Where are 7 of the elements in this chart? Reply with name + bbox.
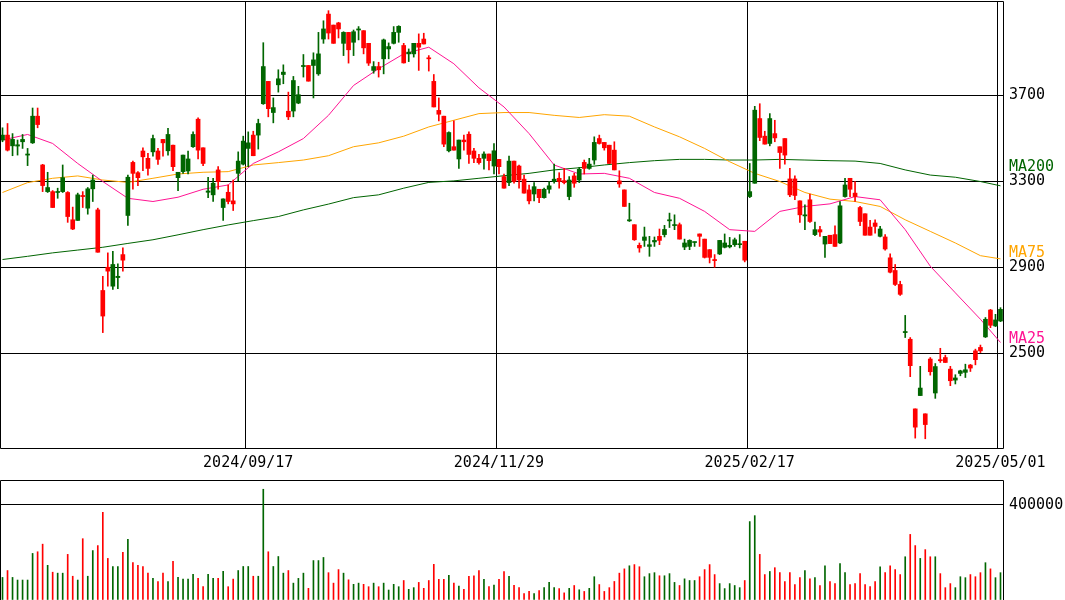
candlestick xyxy=(827,234,833,244)
x-tick-label: 2024/09/17 xyxy=(203,452,294,471)
x-tick-label: 2025/02/17 xyxy=(704,452,795,471)
y-tick-label: 3700 xyxy=(1009,85,1046,104)
x-tick-label: 2025/05/01 xyxy=(955,452,1046,471)
y-tick-label: 400000 xyxy=(1009,494,1064,513)
x-tick-label: 2024/11/29 xyxy=(453,452,545,471)
